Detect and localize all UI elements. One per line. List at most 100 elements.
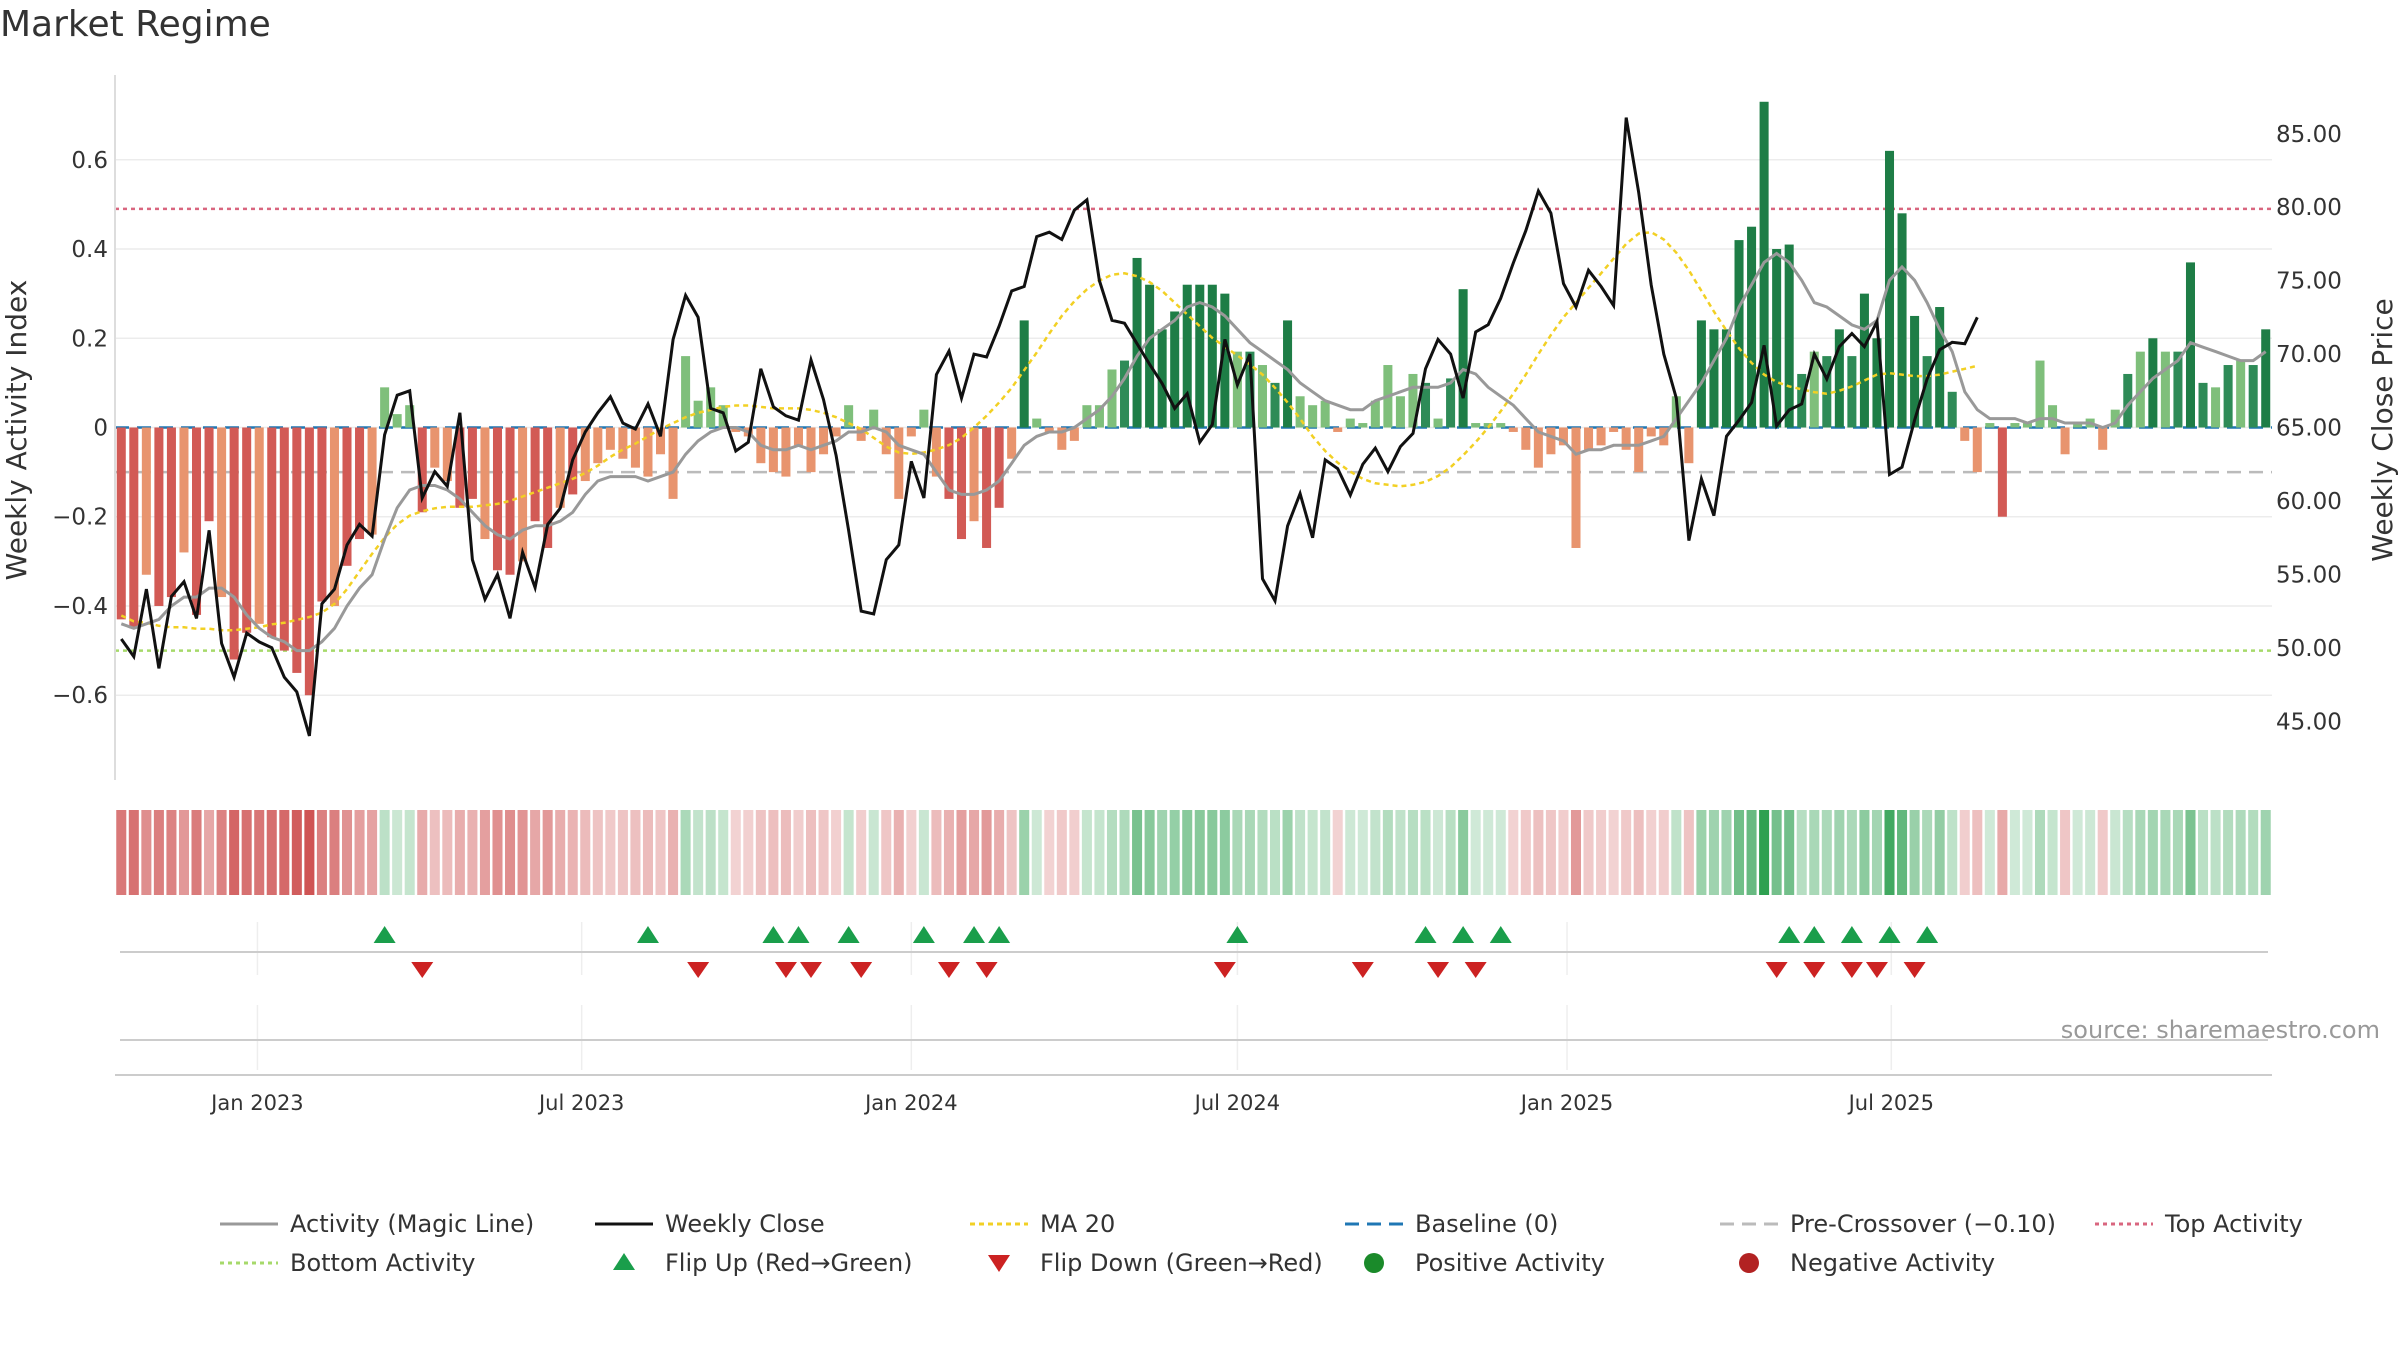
heat-cell: [354, 810, 365, 895]
y-right-tick-label: 50.00: [2276, 636, 2342, 662]
activity-bar: [2098, 427, 2108, 450]
heat-cell: [116, 810, 127, 895]
flip-down-marker: [937, 962, 960, 978]
activity-bar: [166, 427, 176, 598]
activity-bar: [931, 427, 941, 477]
heat-cell: [191, 810, 202, 895]
activity-bar: [2010, 423, 2020, 428]
activity-bar: [1747, 226, 1757, 428]
activity-bar: [969, 427, 979, 522]
activity-bar: [530, 427, 540, 522]
heat-cell: [642, 810, 653, 895]
activity-bar: [1044, 427, 1054, 432]
flip-down-marker: [800, 962, 823, 978]
heat-cell: [341, 810, 353, 895]
heat-cell: [655, 810, 666, 895]
heat-cell: [2072, 810, 2083, 895]
heat-cell: [1683, 810, 1694, 895]
activity-bar: [1458, 289, 1468, 428]
heat-cell: [718, 810, 729, 895]
legend-label: Pre-Crossover (−0.10): [1790, 1210, 2056, 1238]
activity-bar: [2148, 338, 2158, 428]
heat-cell: [1596, 810, 1607, 895]
heat-cell: [1056, 810, 1067, 895]
legend-swatch-triangle-up: [613, 1253, 635, 1270]
activity-bar: [355, 427, 365, 540]
heat-cell: [2085, 810, 2096, 895]
heat-cell: [2047, 810, 2058, 895]
heat-cell: [1445, 810, 1456, 895]
heat-cell: [1232, 810, 1243, 895]
flip-up-marker: [762, 926, 785, 943]
activity-bar: [869, 409, 879, 428]
legend-label: Flip Up (Red→Green): [665, 1249, 913, 1277]
heat-cell: [1959, 810, 1970, 895]
heat-cell: [1947, 810, 1958, 895]
heat-cell: [2147, 810, 2158, 895]
legend-swatch-dot: [1364, 1253, 1384, 1273]
heat-cell: [969, 810, 980, 895]
x-tick-label: Jan 2024: [863, 1091, 958, 1115]
activity-bar: [467, 427, 477, 499]
activity-bar: [1721, 329, 1731, 428]
heat-cell: [868, 810, 879, 895]
legend-swatch-triangle-down: [988, 1255, 1010, 1272]
heat-cell: [2248, 810, 2259, 895]
activity-bar: [1609, 427, 1619, 432]
activity-bar: [2248, 365, 2258, 428]
heat-cell: [1357, 810, 1368, 895]
flip-down-marker: [1840, 962, 1863, 978]
heat-cell: [2185, 810, 2196, 895]
heat-cell: [668, 810, 679, 895]
activity-bar: [1471, 423, 1481, 428]
activity-bar: [430, 427, 440, 468]
activity-bar: [1684, 427, 1694, 464]
activity-bar: [1283, 320, 1293, 428]
flip-down-marker: [975, 962, 998, 978]
source-note: source: sharemaestro.com: [2061, 1016, 2380, 1044]
activity-bar: [2211, 387, 2221, 428]
heat-cell: [178, 810, 189, 895]
activity-bar: [1809, 351, 1819, 428]
activity-bar: [1571, 427, 1581, 548]
heat-cell: [141, 810, 152, 895]
heat-cell: [1470, 810, 1481, 895]
legend: Activity (Magic Line) Weekly Close MA 20 Ba…: [220, 1210, 2303, 1277]
activity-bar: [229, 427, 239, 660]
activity-bar: [1546, 427, 1556, 455]
legend-label: MA 20: [1040, 1210, 1115, 1238]
activity-bar: [2123, 373, 2133, 428]
heat-cell: [1520, 810, 1531, 895]
heat-cell: [404, 810, 415, 895]
activity-bar: [844, 405, 854, 428]
heat-cell: [1708, 810, 1719, 895]
activity-bar: [1584, 427, 1594, 450]
heat-cell: [1608, 810, 1619, 895]
activity-bar: [1884, 150, 1895, 428]
heat-cell: [1796, 810, 1807, 895]
heat-cell: [1884, 810, 1895, 895]
activity-bar: [367, 427, 377, 535]
heat-cell: [580, 810, 591, 895]
y-left-tick-label: −0.2: [52, 505, 108, 531]
activity-bar: [2135, 351, 2145, 428]
x-tick-label: Jul 2023: [537, 1091, 624, 1115]
activity-bar: [693, 400, 703, 428]
y-left-tick-label: 0.4: [71, 237, 108, 263]
activity-bar: [1935, 307, 1945, 428]
legend-label: Bottom Activity: [290, 1249, 475, 1277]
activity-bar: [630, 427, 640, 468]
activity-bar: [982, 427, 992, 548]
x-tick-label: Jul 2025: [1847, 1091, 1934, 1115]
heat-cell: [605, 810, 616, 895]
activity-bar: [317, 427, 327, 602]
activity-bar: [1220, 293, 1230, 428]
heat-cell: [429, 810, 440, 895]
heat-cell: [1533, 810, 1544, 895]
activity-bar: [956, 427, 967, 540]
heat-cell: [2034, 810, 2046, 895]
heat-cell: [2097, 810, 2108, 895]
activity-bar: [1320, 400, 1330, 428]
activity-bar: [1972, 427, 1982, 473]
